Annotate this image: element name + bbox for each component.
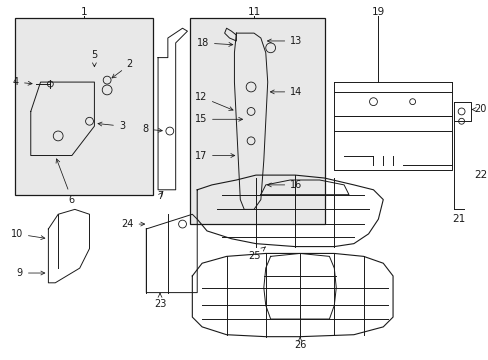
Text: 20: 20: [470, 104, 486, 114]
Text: 25: 25: [247, 247, 265, 261]
Text: 10: 10: [11, 229, 45, 239]
Bar: [15, 18, 153, 195]
Text: 18: 18: [196, 38, 232, 48]
Text: 13: 13: [267, 36, 302, 46]
Text: 15: 15: [194, 114, 242, 124]
Text: 14: 14: [270, 87, 302, 97]
Text: 16: 16: [267, 180, 302, 190]
Text: 24: 24: [121, 219, 144, 229]
Text: 3: 3: [98, 121, 125, 131]
Text: 22: 22: [473, 170, 487, 180]
Text: 8: 8: [142, 124, 162, 134]
Text: 7: 7: [157, 191, 163, 201]
Text: 12: 12: [194, 92, 233, 111]
Text: 23: 23: [154, 293, 166, 310]
Text: 11: 11: [247, 6, 260, 17]
Text: 19: 19: [371, 6, 384, 17]
Text: 26: 26: [293, 337, 305, 350]
Text: 2: 2: [112, 59, 133, 78]
Text: 4: 4: [13, 77, 32, 87]
Text: 17: 17: [194, 150, 234, 161]
Text: 5: 5: [91, 50, 97, 67]
Bar: [190, 18, 324, 224]
Text: 21: 21: [451, 214, 465, 224]
Text: 6: 6: [56, 159, 75, 204]
Text: 1: 1: [80, 6, 87, 17]
Text: 9: 9: [17, 268, 45, 278]
